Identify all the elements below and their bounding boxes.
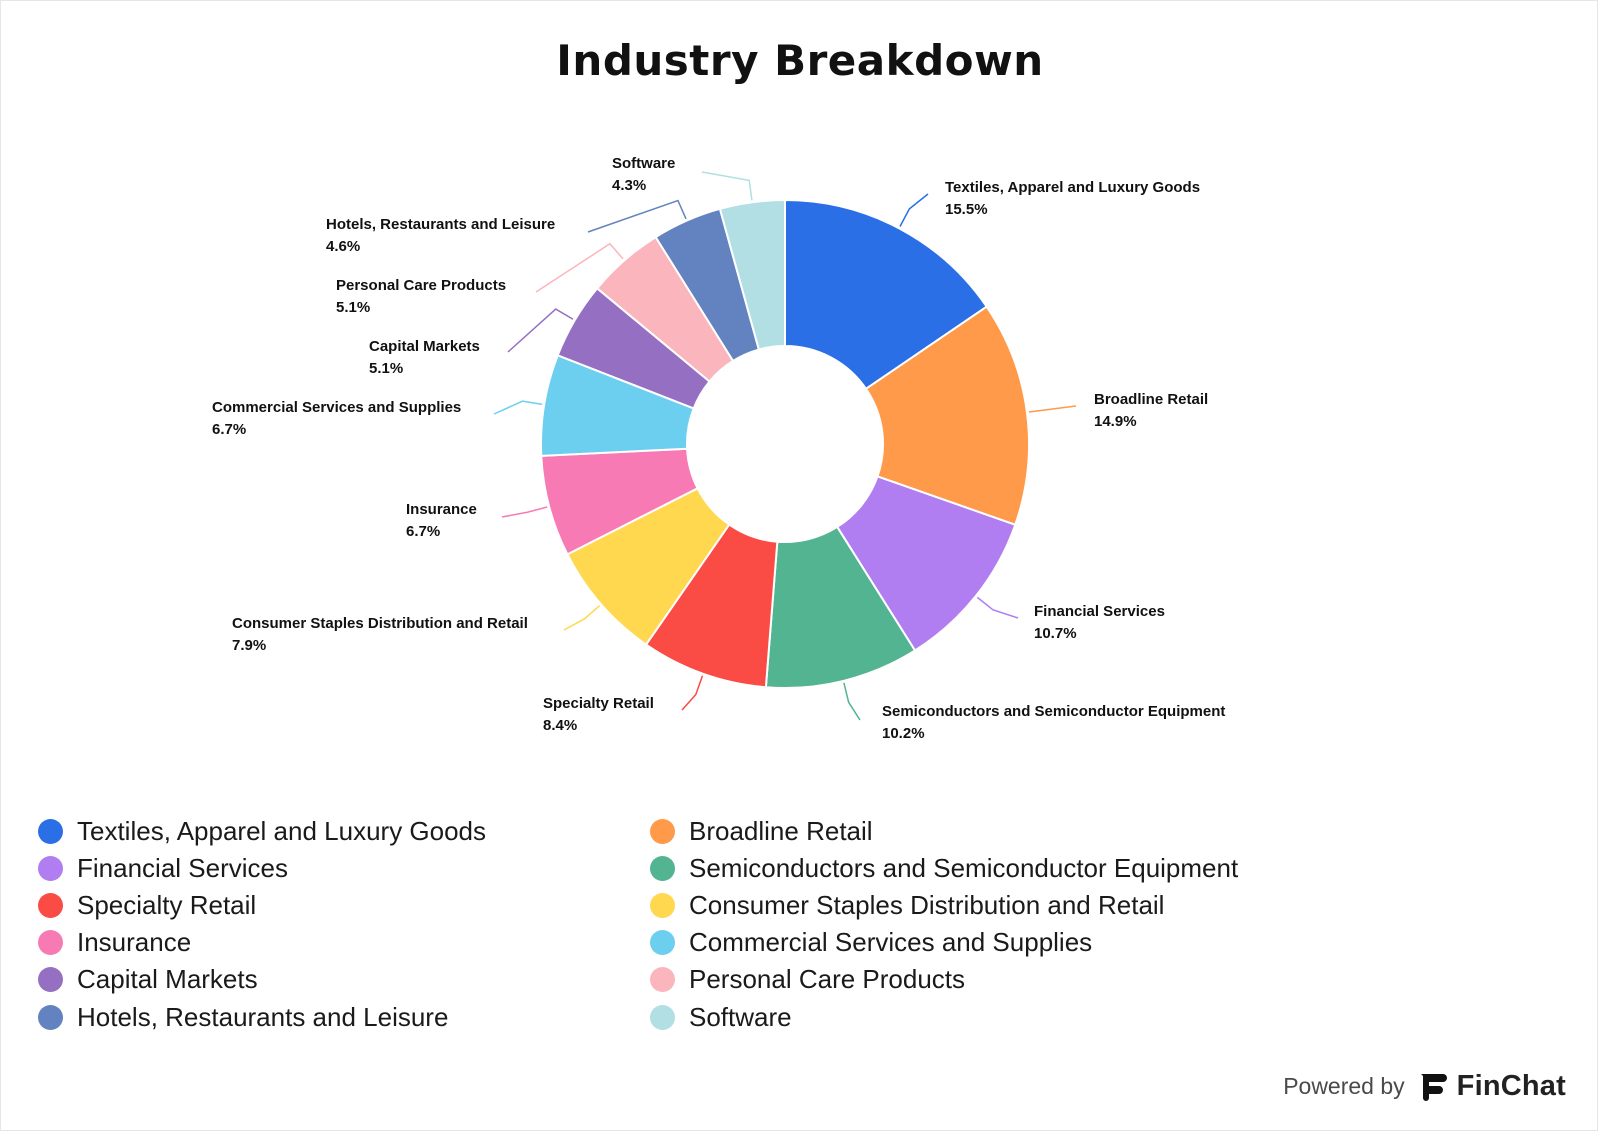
legend-item[interactable]: Insurance (38, 926, 191, 960)
finchat-brand[interactable]: FinChat (1456, 1070, 1566, 1102)
slice-category-label: Semiconductors and Semiconductor Equipme… (882, 703, 1225, 720)
legend-marker (38, 892, 63, 918)
legend-item[interactable]: Consumer Staples Distribution and Retail (650, 888, 1164, 922)
legend-marker (38, 818, 63, 844)
legend-item[interactable]: Hotels, Restaurants and Leisure (38, 1000, 448, 1034)
slice-category-label: Insurance (406, 501, 477, 518)
legend-item[interactable]: Personal Care Products (650, 963, 965, 997)
legend-label: Financial Services (77, 852, 288, 883)
slice-category-label: Consumer Staples Distribution and Retail (232, 615, 528, 632)
legend-marker (38, 1004, 63, 1030)
leader-line (843, 682, 861, 721)
legend-marker (38, 930, 63, 956)
slice-value-label: 15.5% (945, 201, 988, 218)
slice-category-label: Hotels, Restaurants and Leisure (326, 216, 555, 233)
legend-label: Textiles, Apparel and Luxury Goods (77, 815, 487, 846)
leader-line (587, 199, 687, 233)
donut-slice[interactable] (764, 525, 917, 689)
slice-value-label: 6.7% (406, 523, 440, 540)
legend-item[interactable]: Broadline Retail (650, 814, 873, 848)
leader-line (535, 242, 624, 293)
legend-marker (650, 930, 675, 956)
slice-value-label: 4.3% (612, 177, 646, 194)
slice-value-label: 4.6% (326, 238, 360, 255)
slice-value-label: 5.1% (336, 299, 370, 316)
legend-label: Insurance (77, 927, 192, 958)
legend-marker (38, 967, 63, 993)
legend-item[interactable]: Textiles, Apparel and Luxury Goods (38, 814, 486, 848)
leader-line (701, 171, 753, 201)
slice-value-label: 6.7% (212, 421, 246, 438)
slice-value-label: 10.2% (882, 725, 925, 742)
donut-slice[interactable] (864, 305, 1030, 527)
legend-item[interactable]: Commercial Services and Supplies (650, 926, 1092, 960)
legend-marker (650, 967, 675, 993)
slice-category-label: Specialty Retail (543, 695, 654, 712)
legend-item[interactable]: Financial Services (38, 851, 288, 885)
legend-item[interactable]: Specialty Retail (38, 888, 256, 922)
legend-marker (650, 818, 675, 844)
donut-slice[interactable] (784, 198, 989, 391)
legend-marker (38, 855, 63, 881)
slice-value-label: 14.9% (1094, 413, 1137, 430)
slice-category-label: Financial Services (1034, 603, 1165, 620)
legend-label: Broadline Retail (689, 815, 873, 846)
legend-item[interactable]: Software (650, 1000, 792, 1034)
slice-value-label: 10.7% (1034, 625, 1077, 642)
leader-line (493, 400, 543, 415)
legend-marker (650, 855, 675, 881)
leader-line (507, 308, 574, 353)
slice-category-label: Broadline Retail (1094, 391, 1208, 408)
slice-value-label: 7.9% (232, 637, 266, 654)
donut-slice[interactable] (718, 198, 786, 351)
legend-label: Software (689, 1001, 792, 1032)
leader-line (976, 596, 1019, 619)
slice-category-label: Capital Markets (369, 338, 480, 355)
leader-line (563, 605, 601, 631)
donut-chart: Textiles, Apparel and Luxury Goods 15.5% B… (212, 155, 1225, 742)
slice-category-label: Personal Care Products (336, 277, 506, 294)
legend-marker (650, 892, 675, 918)
legend-label: Capital Markets (77, 964, 258, 995)
footer: Powered by FinChat (1283, 1070, 1566, 1103)
legend-label: Hotels, Restaurants and Leisure (77, 1001, 449, 1032)
powered-by-text: Powered by (1283, 1073, 1405, 1099)
slice-value-label: 8.4% (543, 717, 577, 734)
legend-label: Specialty Retail (77, 889, 257, 920)
leader-line (1028, 405, 1077, 413)
finchat-logo-icon[interactable] (1419, 1072, 1447, 1102)
slice-category-label: Software (612, 155, 675, 172)
chart-title: Industry Breakdown (556, 36, 1044, 85)
leader-line (681, 675, 704, 711)
legend-label: Personal Care Products (689, 964, 966, 995)
slice-value-label: 5.1% (369, 360, 403, 377)
legend-label: Consumer Staples Distribution and Retail (689, 889, 1165, 920)
legend-label: Semiconductors and Semiconductor Equipme… (689, 852, 1239, 883)
slice-category-label: Commercial Services and Supplies (212, 399, 461, 416)
legend-label: Commercial Services and Supplies (689, 927, 1093, 958)
legend-item[interactable]: Capital Markets (38, 963, 258, 997)
legend-item[interactable]: Semiconductors and Semiconductor Equipme… (650, 851, 1238, 885)
leader-line (899, 193, 929, 227)
slice-category-label: Textiles, Apparel and Luxury Goods (945, 179, 1200, 196)
legend-marker (650, 1004, 675, 1030)
donut-slice[interactable] (835, 475, 1017, 652)
leader-line (501, 506, 548, 518)
